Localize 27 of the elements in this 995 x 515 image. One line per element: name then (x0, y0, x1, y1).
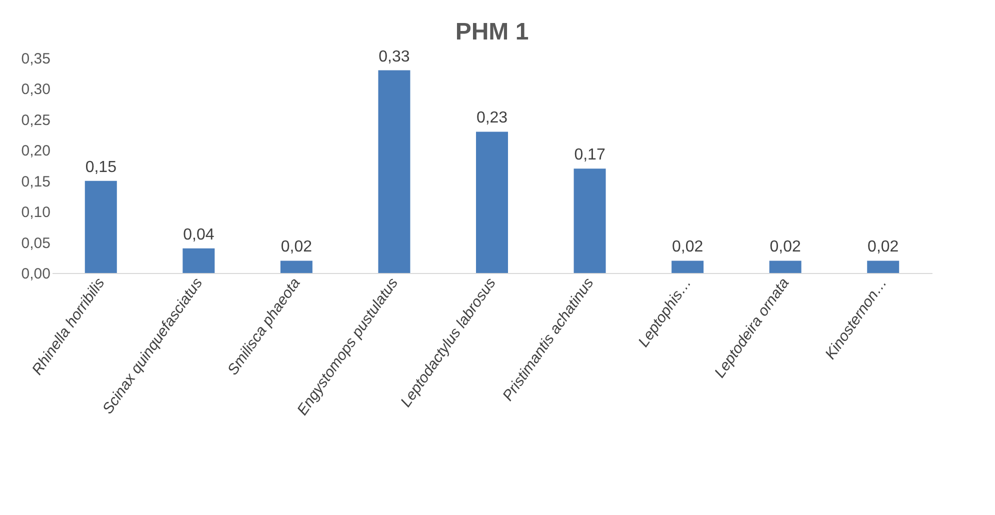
bar (378, 70, 410, 273)
bar (867, 260, 900, 273)
bar (84, 180, 117, 273)
y-tick-label: 0,05 (21, 234, 50, 252)
data-label: 0,33 (378, 48, 410, 66)
bar (769, 260, 802, 273)
data-label: 0,02 (672, 238, 704, 256)
bar (672, 260, 704, 273)
y-tick-label: 0,00 (21, 266, 50, 282)
bar (182, 248, 215, 273)
data-label: 0,17 (574, 146, 606, 164)
bar (280, 260, 312, 273)
bar (574, 168, 606, 273)
y-tick-label: 0,20 (21, 142, 50, 160)
y-tick-label: 0,30 (21, 81, 50, 98)
data-label: 0,23 (476, 110, 508, 127)
y-tick-label: 0,25 (21, 112, 50, 129)
data-label: 0,02 (868, 238, 899, 256)
y-tick-label: 0,10 (21, 204, 50, 222)
data-label: 0,02 (770, 238, 802, 256)
data-label: 0,02 (280, 238, 312, 256)
y-tick-label: 0,15 (21, 173, 50, 190)
chart-title: PHM 1 (455, 18, 529, 46)
data-label: 0,15 (85, 158, 117, 176)
y-tick-label: 0,35 (21, 50, 50, 68)
bar (476, 132, 508, 273)
data-label: 0,04 (183, 226, 214, 244)
